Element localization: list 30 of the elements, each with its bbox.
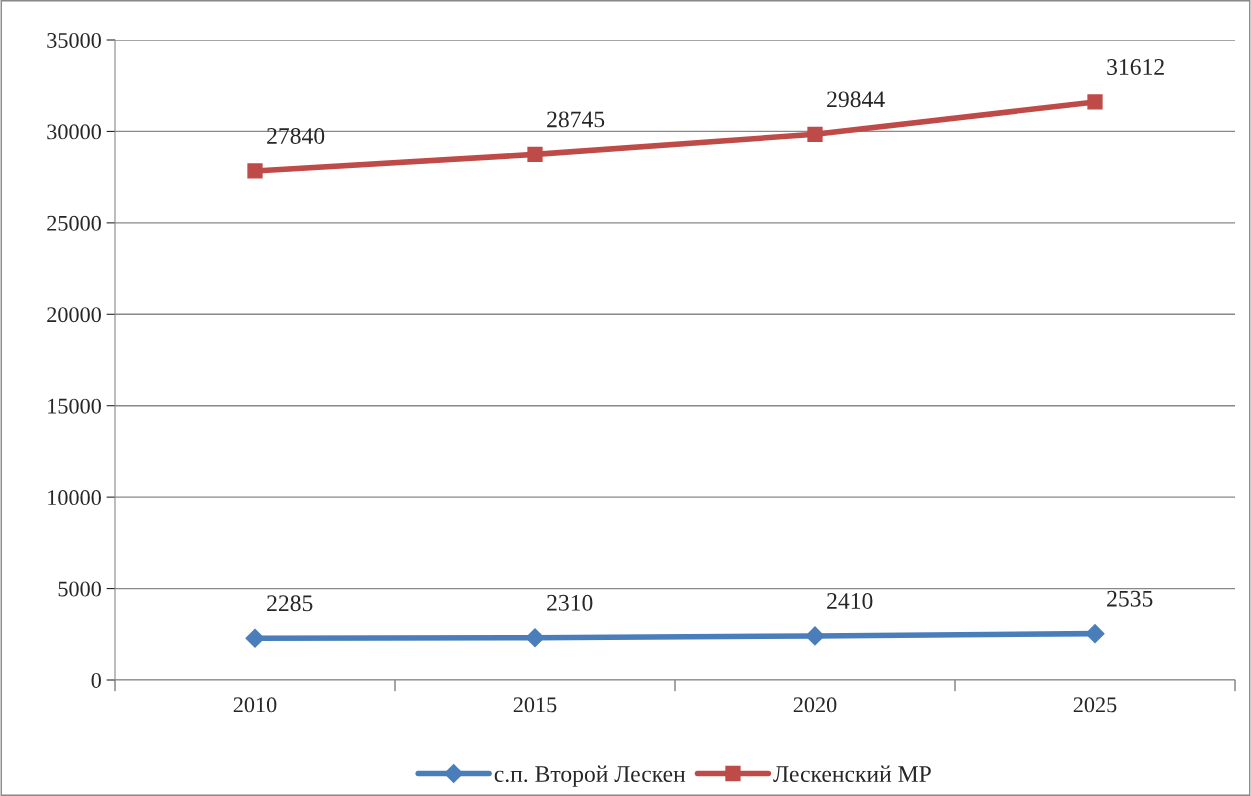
data-label: 2410: [827, 592, 873, 609]
data-label: 31612: [1107, 59, 1164, 75]
data-label: 2285: [267, 595, 313, 612]
legend-label: с.п. Второй Лескен: [494, 765, 686, 787]
point: [1085, 624, 1105, 644]
point: [527, 146, 543, 163]
data-label: 27840: [267, 127, 325, 144]
y-tick-label: 5000: [58, 581, 101, 597]
x-tick-label: 2015: [513, 697, 557, 713]
x-tick-label: 2010: [233, 697, 277, 713]
point: [1087, 94, 1103, 110]
y-tick-label: 15000: [48, 398, 101, 414]
x-tick-label: 2020: [793, 697, 837, 713]
y-tick-label: 0: [91, 672, 101, 688]
point: [807, 126, 823, 142]
point: [247, 163, 263, 179]
y-tick-label: 25000: [47, 215, 101, 231]
x-tick-label: 2025: [1073, 697, 1117, 713]
y-tick-label: 35000: [47, 32, 101, 48]
point: [805, 626, 825, 646]
data-label: 2535: [1107, 590, 1153, 607]
point: [525, 628, 545, 648]
y-tick-label: 10000: [48, 490, 101, 506]
y-tick-label: 20000: [47, 307, 101, 323]
legend-label: Лескенский МР: [773, 765, 931, 783]
y-tick-label: 30000: [47, 124, 101, 140]
data-label: 2310: [547, 594, 593, 611]
point: [245, 628, 265, 648]
data-label: 28745: [547, 111, 605, 128]
data-label: 29844: [827, 91, 885, 108]
